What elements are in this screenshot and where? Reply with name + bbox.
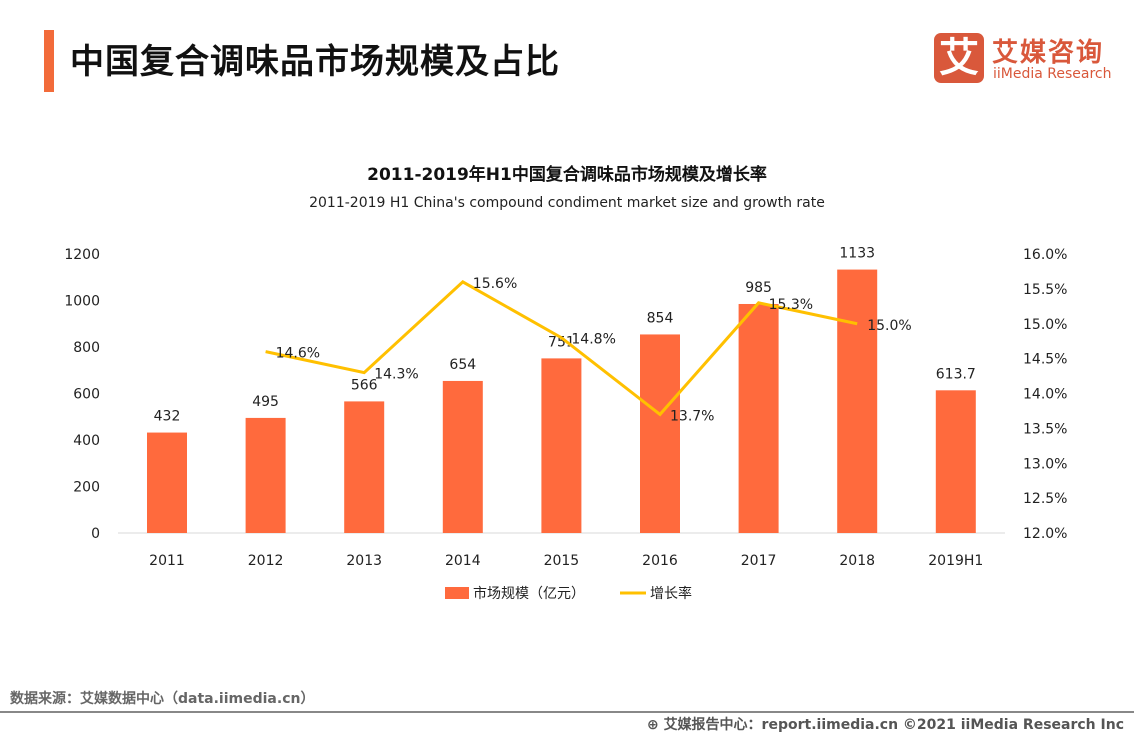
y-left-tick-label: 400 bbox=[73, 433, 100, 449]
bar bbox=[442, 380, 483, 533]
x-tick-label: 2011 bbox=[149, 553, 185, 569]
growth-value-label: 13.7% bbox=[670, 408, 714, 424]
footer-credit-text: 艾媒报告中心：report.iimedia.cn ©2021 iiMedia R… bbox=[663, 717, 1124, 733]
legend-bar-swatch bbox=[445, 587, 469, 599]
chart-title: 2011-2019年H1中国复合调味品市场规模及增长率 bbox=[367, 165, 767, 185]
y-right-tick-label: 13.0% bbox=[1023, 456, 1067, 472]
y-right-tick-label: 15.5% bbox=[1023, 282, 1067, 298]
footer-credit: ⊕ 艾媒报告中心：report.iimedia.cn ©2021 iiMedia… bbox=[647, 714, 1124, 734]
x-tick-label: 2013 bbox=[346, 553, 382, 569]
y-left-tick-label: 1200 bbox=[64, 247, 100, 263]
y-right-tick-label: 12.0% bbox=[1023, 526, 1067, 542]
growth-line bbox=[265, 280, 858, 417]
y-right-tick-label: 12.5% bbox=[1023, 491, 1067, 507]
bar bbox=[147, 432, 187, 533]
bar-value-label: 854 bbox=[647, 310, 674, 326]
growth-value-label: 15.6% bbox=[473, 276, 517, 292]
page-title: 中国复合调味品市场规模及占比 bbox=[70, 42, 560, 82]
bar bbox=[738, 303, 779, 533]
x-tick-label: 2014 bbox=[445, 553, 481, 569]
legend-line-label: 增长率 bbox=[650, 585, 692, 602]
bar bbox=[541, 358, 582, 533]
bar-value-label: 751 bbox=[548, 334, 575, 350]
x-tick-label: 2015 bbox=[544, 553, 580, 569]
x-tick-label: 2017 bbox=[741, 553, 777, 569]
data-source: 数据来源：艾媒数据中心（data.iimedia.cn） bbox=[10, 691, 315, 707]
growth-value-label: 14.8% bbox=[571, 332, 615, 348]
bar-value-label: 654 bbox=[449, 357, 476, 373]
growth-value-label: 14.6% bbox=[276, 346, 320, 362]
y-left-tick-label: 1000 bbox=[64, 294, 100, 310]
title-accent-bar bbox=[44, 30, 54, 92]
bar bbox=[344, 401, 385, 533]
y-left-tick-label: 600 bbox=[73, 387, 100, 403]
y-right-tick-label: 14.5% bbox=[1023, 352, 1067, 368]
x-tick-label: 2019H1 bbox=[928, 553, 983, 569]
bar bbox=[245, 417, 286, 533]
growth-value-label: 14.3% bbox=[374, 367, 418, 383]
y-right-tick-label: 15.0% bbox=[1023, 317, 1067, 333]
bar bbox=[837, 269, 878, 533]
logo-text-cn: 艾媒咨询 bbox=[992, 38, 1105, 68]
y-right-tick-label: 14.0% bbox=[1023, 387, 1067, 403]
legend-bar-label: 市场规模（亿元） bbox=[473, 585, 585, 602]
bar bbox=[640, 334, 680, 533]
y-right-tick-label: 16.0% bbox=[1023, 247, 1067, 263]
y-left-tick-label: 800 bbox=[73, 340, 100, 356]
footer-divider bbox=[0, 711, 1134, 713]
globe-icon: ⊕ bbox=[646, 717, 664, 733]
bar bbox=[935, 390, 976, 533]
y-left-tick-label: 0 bbox=[91, 526, 100, 542]
chart-subtitle: 2011-2019 H1 China's compound condiment … bbox=[309, 195, 825, 211]
bar-value-label: 613.7 bbox=[936, 366, 976, 382]
bar-value-label: 495 bbox=[252, 394, 279, 410]
x-tick-label: 2018 bbox=[839, 553, 875, 569]
x-tick-label: 2016 bbox=[642, 553, 678, 569]
logo-text-en: iiMedia Research bbox=[993, 66, 1112, 82]
y-left-tick-label: 200 bbox=[73, 480, 100, 496]
y-right-tick-label: 13.5% bbox=[1023, 421, 1067, 437]
logo-icon: 艾 bbox=[934, 33, 984, 83]
bar-value-label: 566 bbox=[351, 377, 378, 393]
x-tick-label: 2012 bbox=[248, 553, 284, 569]
bar-value-label: 432 bbox=[154, 409, 181, 425]
growth-value-label: 15.0% bbox=[867, 318, 911, 334]
growth-value-label: 15.3% bbox=[769, 297, 813, 313]
bar-value-label: 985 bbox=[745, 280, 772, 296]
bar-value-label: 1133 bbox=[839, 246, 875, 262]
